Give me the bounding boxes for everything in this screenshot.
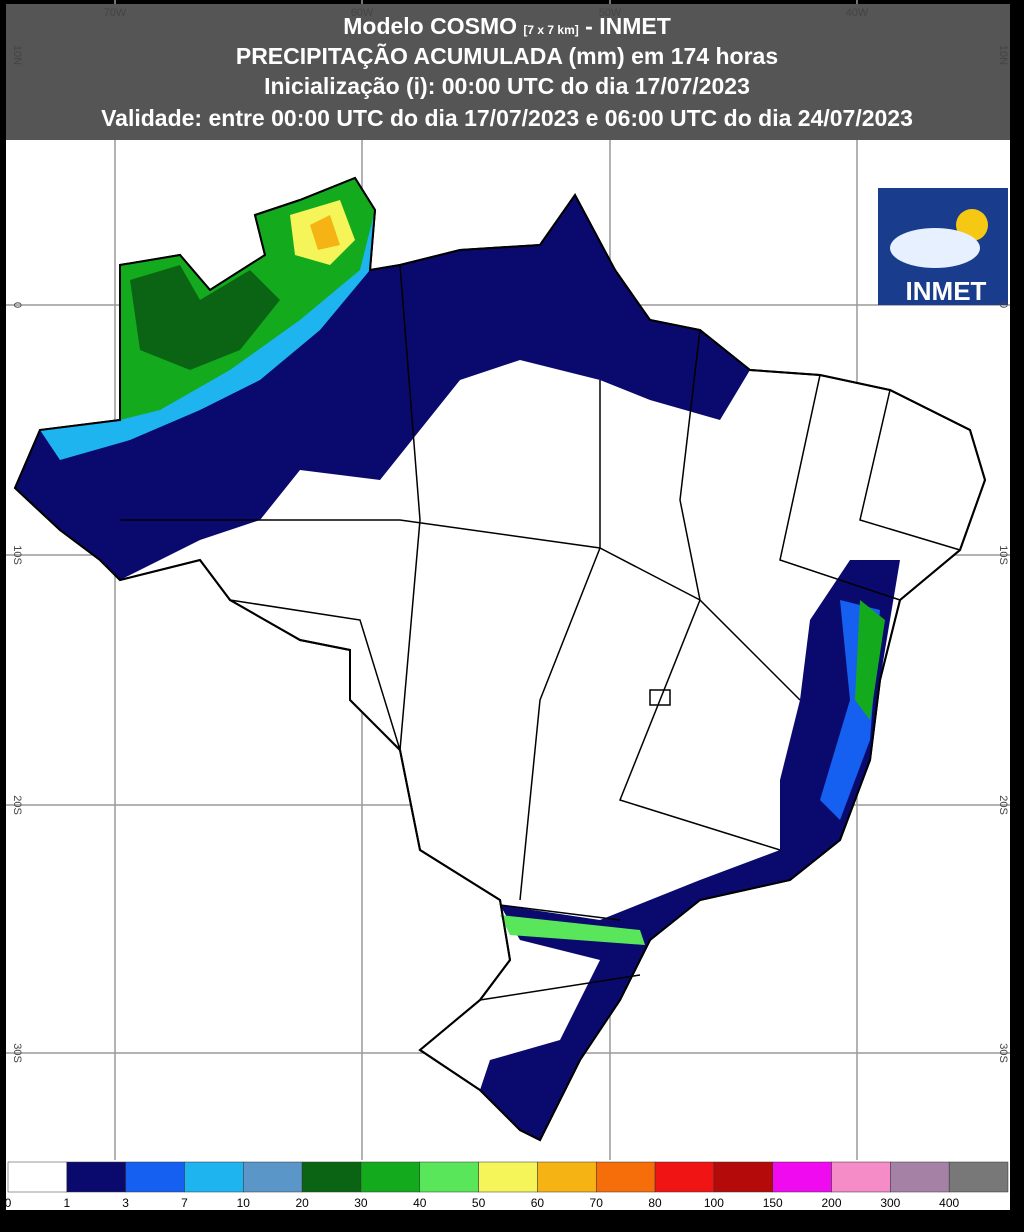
- colorbar-label: 7: [181, 1196, 188, 1210]
- colorbar-label: 10: [237, 1196, 251, 1210]
- title-line-2: PRECIPITAÇÃO ACUMULADA (mm) em 174 horas: [236, 42, 778, 69]
- title-line-1: Modelo COSMO [7 x 7 km] - INMET: [343, 13, 671, 39]
- title-resolution: [7 x 7 km]: [523, 23, 578, 37]
- colorbar-label: 70: [590, 1196, 604, 1210]
- colorbar-label: 3: [122, 1196, 129, 1210]
- title-line-3: Inicialização (i): 00:00 UTC do dia 17/0…: [264, 73, 750, 99]
- logo-text: INMET: [906, 276, 987, 306]
- colorbar-label: 100: [704, 1196, 724, 1210]
- colorbar-label: 60: [531, 1196, 545, 1210]
- longitude-label: 40W: [846, 7, 869, 19]
- latitude-label: 20S: [997, 795, 1009, 815]
- latitude-label: 30S: [997, 1043, 1009, 1063]
- colorbar-swatch: [7, 1161, 68, 1193]
- colorbar-swatch: [537, 1161, 597, 1193]
- colorbar-swatch: [948, 1161, 1009, 1193]
- header-bar: [6, 4, 1010, 140]
- colorbar-label: 40: [413, 1196, 427, 1210]
- latitude-label: 30S: [11, 1043, 23, 1063]
- colorbar-label: 80: [648, 1196, 662, 1210]
- colorbar-label: 0: [5, 1196, 12, 1210]
- latitude-label: 0: [11, 302, 23, 308]
- colorbar-swatch: [301, 1161, 362, 1193]
- colorbar-swatch: [772, 1161, 832, 1193]
- brazil: [13, 176, 987, 1142]
- latitude-label: 20S: [11, 795, 23, 815]
- title-line-4: Validade: entre 00:00 UTC do dia 17/07/2…: [101, 105, 913, 131]
- colorbar-swatch: [419, 1161, 479, 1193]
- colorbar-swatch: [184, 1161, 244, 1193]
- colorbar-swatch: [654, 1161, 715, 1193]
- colorbar-label: 400: [939, 1196, 959, 1210]
- longitude-label: 60W: [351, 7, 374, 19]
- colorbar-label: 150: [763, 1196, 783, 1210]
- colorbar-swatch: [713, 1161, 773, 1193]
- colorbar-swatch: [125, 1161, 185, 1193]
- latitude-label: 10N: [997, 45, 1009, 65]
- colorbar-label: 200: [822, 1196, 842, 1210]
- colorbar-label: 20: [295, 1196, 309, 1210]
- colorbar-label: 300: [880, 1196, 900, 1210]
- colorbar-swatch: [66, 1161, 126, 1193]
- longitude-label: 50W: [599, 7, 622, 19]
- colorbar-label: 50: [472, 1196, 486, 1210]
- title-suffix: - INMET: [585, 13, 671, 39]
- colorbar-label: 30: [354, 1196, 368, 1210]
- latitude-label: 10S: [997, 545, 1009, 565]
- colorbar-swatch: [478, 1161, 538, 1193]
- colorbar-swatch: [243, 1161, 303, 1193]
- colorbar-swatch: [360, 1161, 421, 1193]
- colorbar-label: 1: [63, 1196, 70, 1210]
- latitude-label: 0: [997, 302, 1009, 308]
- inmet-logo: INMET: [878, 188, 1008, 306]
- title-main: Modelo COSMO: [343, 13, 517, 39]
- colorbar-swatch: [595, 1161, 656, 1193]
- latitude-label: 10N: [11, 45, 23, 65]
- colorbar-swatch: [890, 1161, 950, 1193]
- latitude-label: 10S: [11, 545, 23, 565]
- longitude-label: 70W: [104, 7, 127, 19]
- colorbar-swatch: [831, 1161, 891, 1193]
- bottom-bar: [0, 1214, 1024, 1232]
